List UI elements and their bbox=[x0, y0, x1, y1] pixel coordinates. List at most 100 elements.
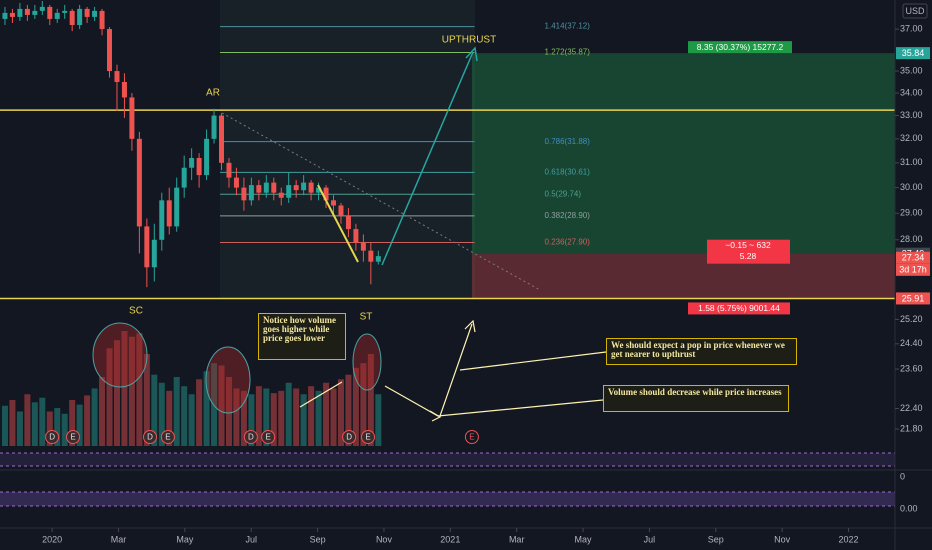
x-tick-label: Mar bbox=[111, 534, 127, 544]
event-label: E bbox=[265, 433, 270, 442]
event-marker bbox=[45, 430, 60, 444]
volume-bar bbox=[255, 386, 262, 446]
volume-bar bbox=[188, 394, 195, 446]
y-tick-label: 28.00 bbox=[900, 234, 923, 244]
highlight bbox=[352, 333, 382, 391]
event-marker bbox=[66, 430, 81, 444]
candle-body bbox=[99, 10, 105, 30]
currency-box bbox=[902, 3, 928, 19]
volume-bar bbox=[300, 394, 307, 446]
y-tick-label: 25.20 bbox=[900, 314, 923, 324]
volume-bar bbox=[360, 363, 367, 446]
price-tag-label: 25.91 bbox=[902, 293, 925, 303]
volume-bar bbox=[158, 382, 165, 446]
y-tick-label: 29.00 bbox=[900, 208, 923, 218]
event-marker bbox=[160, 430, 175, 444]
price-tag bbox=[896, 47, 930, 60]
volume-bar bbox=[270, 393, 277, 446]
candle-body bbox=[338, 205, 344, 216]
fib-label: 0.618(30.61) bbox=[545, 168, 591, 177]
fib-label: 0.786(31.88) bbox=[545, 137, 591, 146]
indicator-tick: 0.00 bbox=[900, 503, 918, 513]
volume-bar bbox=[151, 374, 158, 446]
volume-bar bbox=[196, 379, 203, 446]
candle-body bbox=[107, 29, 113, 72]
event-label: E bbox=[70, 433, 75, 442]
candle-body bbox=[196, 157, 202, 176]
candle-body bbox=[39, 6, 45, 11]
candle-body bbox=[241, 187, 247, 201]
candle-body bbox=[323, 187, 329, 201]
event-marker bbox=[361, 430, 376, 444]
stop-zone bbox=[471, 253, 895, 299]
price-tag bbox=[896, 251, 930, 264]
volume-bar bbox=[16, 411, 23, 446]
annotation: AR bbox=[206, 88, 220, 99]
y-tick-label: 24.40 bbox=[900, 338, 923, 348]
candle-body bbox=[129, 97, 135, 139]
candle-body bbox=[204, 138, 210, 176]
volume-bar bbox=[54, 408, 61, 446]
volume-bar bbox=[128, 336, 135, 446]
event-label: D bbox=[147, 433, 153, 442]
candle-body bbox=[174, 187, 180, 227]
note: Volume should decrease while price incre… bbox=[603, 385, 789, 412]
candle-body bbox=[69, 10, 75, 25]
volume-bar bbox=[113, 340, 120, 446]
volume-bar bbox=[166, 390, 173, 446]
candle-body bbox=[316, 187, 322, 193]
volume-bar bbox=[203, 371, 210, 446]
note: Notice how volume goes higher while pric… bbox=[258, 313, 346, 360]
candle-body bbox=[353, 229, 359, 243]
decline-line bbox=[317, 184, 359, 263]
candle-body bbox=[233, 177, 239, 188]
candle-body bbox=[219, 115, 225, 163]
candle-body bbox=[308, 182, 314, 193]
candle-body bbox=[226, 162, 232, 178]
x-tick-label: Nov bbox=[376, 534, 393, 544]
volume-bar bbox=[24, 394, 31, 446]
candle-body bbox=[263, 182, 269, 193]
fib-label: 1.414(37.12) bbox=[545, 22, 591, 31]
callout-arrow bbox=[299, 381, 343, 408]
x-tick-label: Nov bbox=[774, 534, 791, 544]
price-tag bbox=[896, 292, 930, 305]
event-label: E bbox=[469, 433, 474, 442]
volume-bar bbox=[337, 379, 344, 446]
volume-bar bbox=[367, 354, 374, 446]
candle-body bbox=[54, 12, 60, 19]
x-tick-label: Sep bbox=[708, 534, 724, 544]
indicator-band bbox=[0, 453, 895, 466]
target-label-box bbox=[688, 41, 792, 54]
highlight bbox=[92, 322, 148, 388]
volume-bar bbox=[263, 388, 270, 446]
volume-bar bbox=[91, 388, 98, 446]
volume-bar bbox=[121, 331, 128, 446]
volume-bar bbox=[218, 365, 225, 446]
target-label: 8.35 (30.37%) 15277.2 bbox=[697, 42, 784, 52]
annotation: SC bbox=[129, 306, 143, 317]
volume-bar bbox=[39, 397, 46, 446]
y-tick-label: 33.00 bbox=[900, 110, 923, 120]
candle-body bbox=[368, 250, 374, 262]
event-label: E bbox=[365, 433, 370, 442]
volume-bar bbox=[323, 382, 330, 446]
callout-arrow bbox=[459, 351, 607, 371]
volume-bar bbox=[181, 386, 188, 446]
volume-bar bbox=[173, 377, 180, 446]
candle-body bbox=[211, 115, 217, 139]
event-label: D bbox=[346, 433, 352, 442]
volume-bar bbox=[248, 394, 255, 446]
volume-bar bbox=[240, 390, 247, 446]
fib-label: 1.272(35.87) bbox=[545, 48, 591, 57]
volume-bar bbox=[9, 400, 16, 446]
event-marker bbox=[261, 430, 276, 444]
candle-body bbox=[92, 10, 98, 17]
x-tick-label: Sep bbox=[310, 534, 326, 544]
x-tick-label: Mar bbox=[509, 534, 525, 544]
candle-body bbox=[256, 185, 262, 193]
candle-body bbox=[24, 8, 30, 15]
volume-bar bbox=[352, 367, 359, 446]
y-tick-label: 37.00 bbox=[900, 23, 923, 33]
candle-body bbox=[360, 242, 366, 251]
